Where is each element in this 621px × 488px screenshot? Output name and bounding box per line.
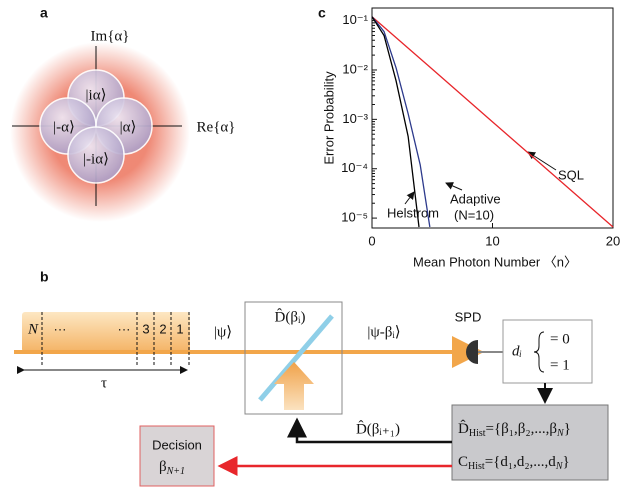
- subscript: N: [555, 461, 564, 472]
- state-label: |α⟩: [120, 119, 137, 135]
- decision-label: Decision: [152, 437, 202, 452]
- pulse-label: 1: [176, 321, 183, 336]
- x-tick-label: 20: [606, 233, 620, 248]
- history-line: D̂Hist={β₁,β₂,...,βN}: [458, 420, 571, 439]
- decision-label: βN+1: [159, 459, 185, 477]
- detector-label: SPD: [455, 309, 482, 324]
- subscript: N+1: [166, 466, 185, 477]
- panel-a: a Im{α} Re{α} |iα⟩ |-α⟩ |α⟩ |-iα⟩: [10, 5, 235, 222]
- brace: [533, 331, 545, 373]
- symbol: D̂: [458, 420, 469, 437]
- subscript: Hist: [469, 428, 486, 439]
- y-tick-label: 10⁻⁴: [341, 160, 368, 175]
- y-axis-label: Error Probability: [321, 71, 336, 165]
- outcome-label: = 1: [550, 357, 570, 373]
- history-line: CHist={d₁,d₂,...,dN}: [458, 454, 570, 472]
- subscript: Hist: [468, 461, 485, 472]
- panel-b: b N ··· ··· 3 2 1 τ |ψ⟩ D̂(βᵢ) |ψ-βᵢ⟩ SP…: [14, 269, 609, 487]
- annotation: Adaptive: [450, 191, 501, 206]
- axis-label: Im{α}: [91, 28, 130, 44]
- annotation-arrow: [445, 182, 463, 191]
- state-label: |ψ-βᵢ⟩: [367, 324, 400, 340]
- displacement-label: D̂(βᵢ): [275, 308, 306, 325]
- pulse-label: ···: [54, 321, 67, 336]
- decision-box: [139, 425, 215, 487]
- panel-label: a: [40, 5, 48, 21]
- annotation: Helstrom: [387, 205, 439, 220]
- state-circle: [67, 126, 125, 184]
- tau-label: τ: [101, 375, 107, 391]
- text: ={β₁,β₂,...,β: [486, 421, 558, 437]
- x-tick-label: 10: [485, 233, 499, 248]
- y-tick-label: 10⁻¹: [342, 12, 368, 27]
- history-box: [451, 404, 609, 481]
- displacement-box: [244, 301, 343, 415]
- beam-splitter: [258, 314, 334, 402]
- pulse-label: N: [27, 321, 39, 337]
- y-tick-label: 10⁻³: [342, 111, 368, 126]
- axis-label: Re{α}: [197, 119, 236, 135]
- pulse-label: 3: [142, 321, 149, 336]
- series-line: [371, 16, 614, 228]
- feedback-arrow: [287, 417, 452, 444]
- x-axis-label: Mean Photon Number 〈n〉: [413, 254, 577, 269]
- pulse-dividers: [41, 312, 190, 366]
- panel-label: c: [318, 5, 326, 21]
- y-tick-label: 10⁻²: [342, 61, 368, 76]
- x-tick-label: 0: [368, 233, 375, 248]
- text: }: [564, 421, 571, 437]
- pulse-label: 2: [159, 321, 166, 336]
- text: ={d₁,d₂,...,d: [485, 454, 557, 470]
- local-oscillator-arrow: [274, 362, 314, 410]
- series-line: [371, 16, 420, 228]
- annotation-arrow: [527, 151, 557, 171]
- outcome-label: = 0: [550, 331, 570, 347]
- state-label: |-iα⟩: [83, 151, 109, 167]
- feedback-label: D̂(βᵢ₊₁): [356, 420, 400, 437]
- symbol: C: [458, 454, 468, 470]
- y-tick-label: 10⁻⁵: [341, 210, 368, 225]
- outcome-box: [502, 319, 593, 384]
- outcome-label: dᵢ: [512, 343, 522, 359]
- series-line: [371, 16, 431, 228]
- panel-c: c Mean Photon Number 〈n〉 Error Probabili…: [318, 5, 620, 270]
- pulse-train: [22, 312, 190, 352]
- detector: [466, 340, 478, 364]
- pulse-label: ···: [118, 321, 131, 336]
- state-label: |ψ⟩: [214, 324, 232, 340]
- annotation: (N=10): [454, 207, 494, 222]
- subscript: N: [556, 428, 565, 439]
- beta: β: [159, 459, 167, 475]
- annotation-arrow: [404, 191, 415, 205]
- text: }: [562, 454, 569, 470]
- state-label: |-α⟩: [53, 119, 75, 135]
- panel-label: b: [40, 269, 49, 285]
- state-label: |iα⟩: [86, 87, 107, 103]
- annotation: SQL: [558, 167, 584, 182]
